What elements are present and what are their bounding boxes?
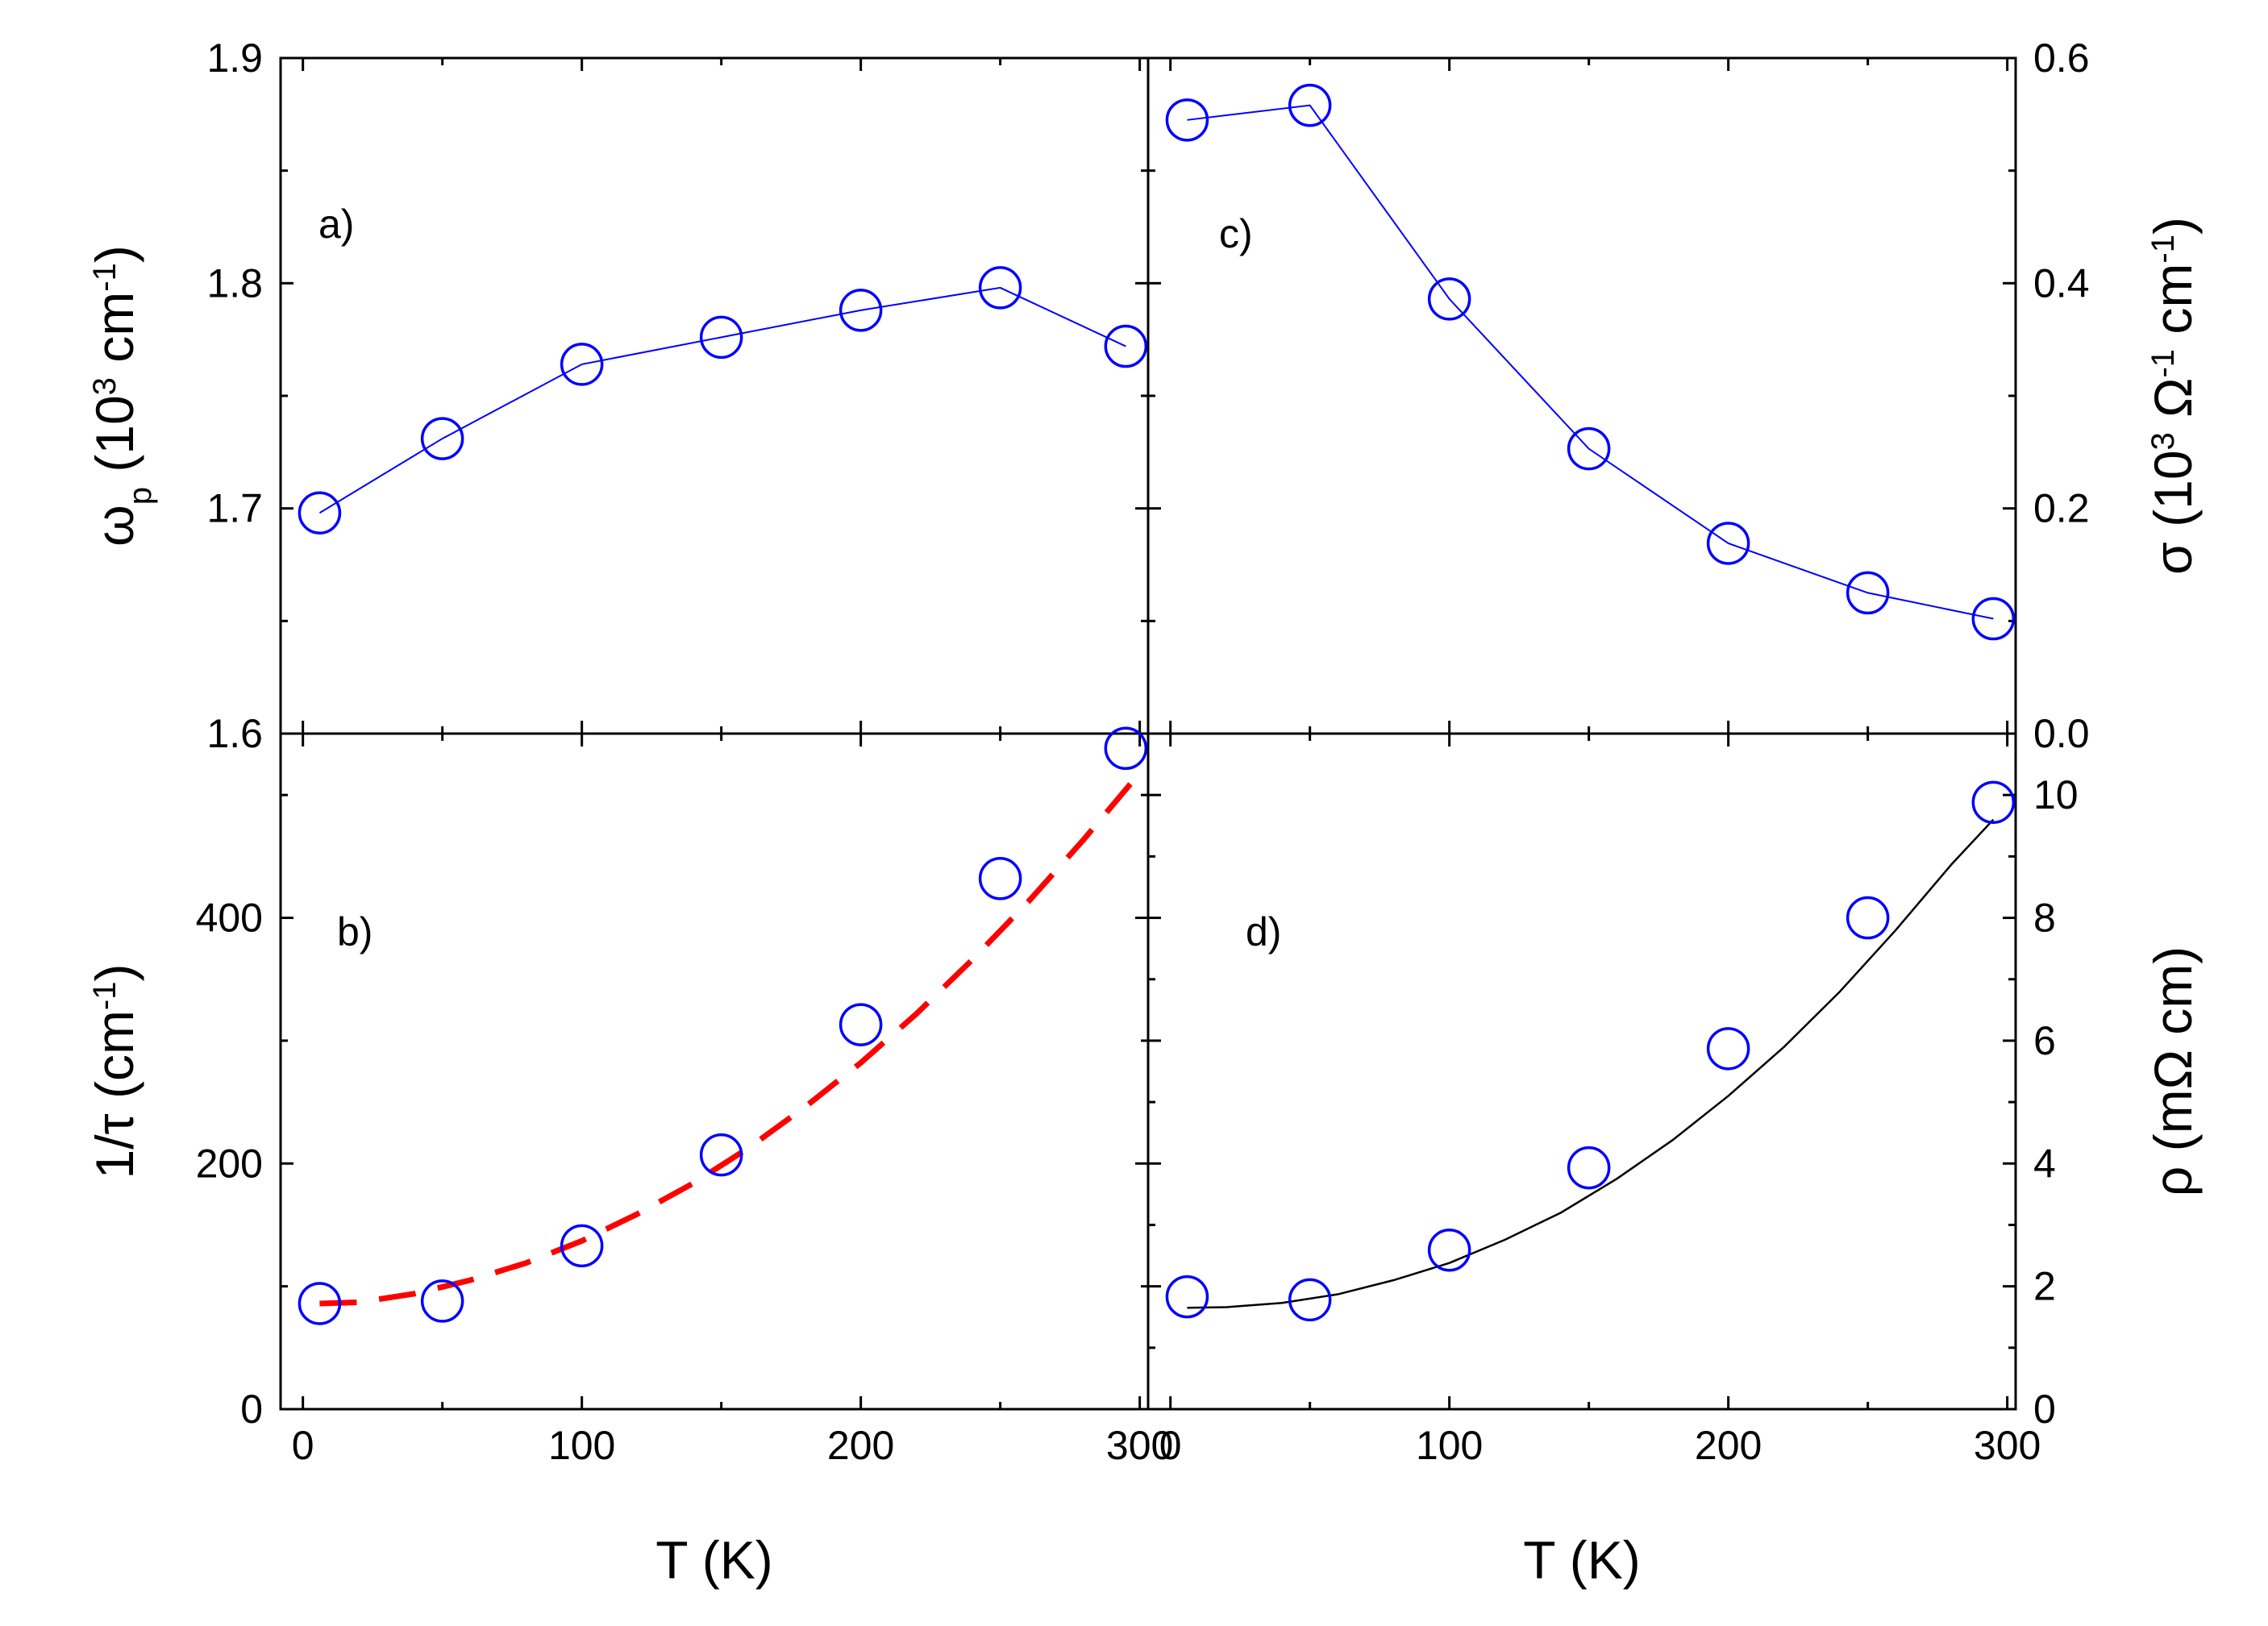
y-tick-label: 0.0 [2033, 711, 2090, 756]
x-axis-title: T (K) [1523, 1530, 1640, 1590]
x-tick-label: 100 [1416, 1423, 1483, 1468]
x-tick-label: 0 [292, 1423, 314, 1468]
y-tick-label: 6 [2033, 1018, 2056, 1063]
panel-c: 0.0 0.2 0.4 0.6 c) σ (103 Ω-1 cm-1) [1146, 35, 2203, 756]
y-tick-label: 0 [2033, 1387, 2056, 1432]
data-point [1288, 83, 1332, 127]
panel-label-c: c) [1219, 211, 1253, 256]
y-tick-label: 0.4 [2033, 260, 2090, 306]
data-point [1104, 726, 1148, 771]
data-point [1165, 1275, 1209, 1319]
y-axis-title-c: σ (103 Ω-1 cm-1) [2143, 217, 2203, 575]
data-point [1846, 571, 1890, 615]
panel-a: 1.6 1.7 1.8 1.9 a) ωp (103 cm-1) [85, 35, 1150, 756]
data-point [1427, 1228, 1471, 1272]
series-line-omega_p [318, 286, 1126, 514]
y-axis-title-b: 1/τ (cm-1) [85, 964, 144, 1179]
y-tick-label: 2 [2033, 1264, 2056, 1309]
data-point [1971, 780, 2016, 825]
data-point [420, 417, 464, 460]
series-line-sigma [1187, 104, 1994, 620]
x-tick-label: 100 [548, 1423, 615, 1468]
plot-frame-b [279, 732, 1150, 1411]
data-point [298, 491, 342, 535]
data-point [560, 343, 604, 386]
panel-label-b: b) [337, 909, 372, 954]
y-tick-label: 1.7 [206, 486, 263, 531]
x-tick-label: 200 [1695, 1423, 1762, 1468]
plot-frame-d [1146, 732, 2017, 1411]
panel-label-a: a) [318, 202, 354, 247]
data-point [1846, 896, 1890, 940]
data-point [1971, 597, 2016, 641]
data-point [699, 315, 743, 360]
x-tick-label: 300 [1974, 1423, 2041, 1468]
data-point [298, 1282, 342, 1325]
data-point [1427, 277, 1471, 321]
data-point [560, 1224, 604, 1268]
y-tick-label: 4 [2033, 1141, 2056, 1186]
data-point [1567, 1146, 1611, 1190]
data-point [1706, 1027, 1750, 1071]
y-tick-label: 1.9 [206, 35, 263, 81]
y-axis-title-a: ωp (103 cm-1) [85, 245, 158, 547]
data-point [420, 1279, 464, 1323]
data-point [839, 1003, 883, 1046]
y-tick-label: 200 [196, 1141, 263, 1186]
x-tick-label: 300 [1106, 1423, 1173, 1468]
data-point [978, 266, 1022, 310]
x-tick-label: 0 [1159, 1423, 1182, 1468]
fit-curve-b [319, 771, 1142, 1307]
plot-frame-a [279, 56, 1150, 735]
panel-label-d: d) [1246, 909, 1281, 954]
data-point [978, 857, 1022, 900]
y-tick-label: 1.8 [206, 260, 263, 306]
data-point [1104, 324, 1148, 368]
y-tick-label: 8 [2033, 896, 2056, 941]
panel-b: 0 200 400 0 100 200 300 T (K) b) 1/τ (cm-1) [85, 726, 1173, 1590]
fit-curve-d [1187, 818, 1995, 1309]
y-tick-label: 0.2 [2033, 486, 2090, 531]
plot-frame-c [1146, 56, 2017, 735]
y-tick-label: 0.6 [2033, 35, 2090, 81]
y-tick-label: 0 [240, 1387, 263, 1432]
y-tick-label: 10 [2033, 772, 2079, 817]
data-point [699, 1133, 743, 1177]
x-axis-title: T (K) [655, 1530, 772, 1590]
data-point [1165, 98, 1209, 142]
x-tick-label: 200 [827, 1423, 894, 1468]
data-point [1567, 426, 1611, 471]
y-tick-label: 400 [196, 896, 263, 941]
y-tick-label: 1.6 [206, 711, 263, 756]
data-point [1288, 1278, 1332, 1322]
data-point [839, 289, 883, 332]
data-point [1706, 522, 1750, 565]
y-axis-title-d: ρ (mΩ cm) [2143, 946, 2203, 1196]
